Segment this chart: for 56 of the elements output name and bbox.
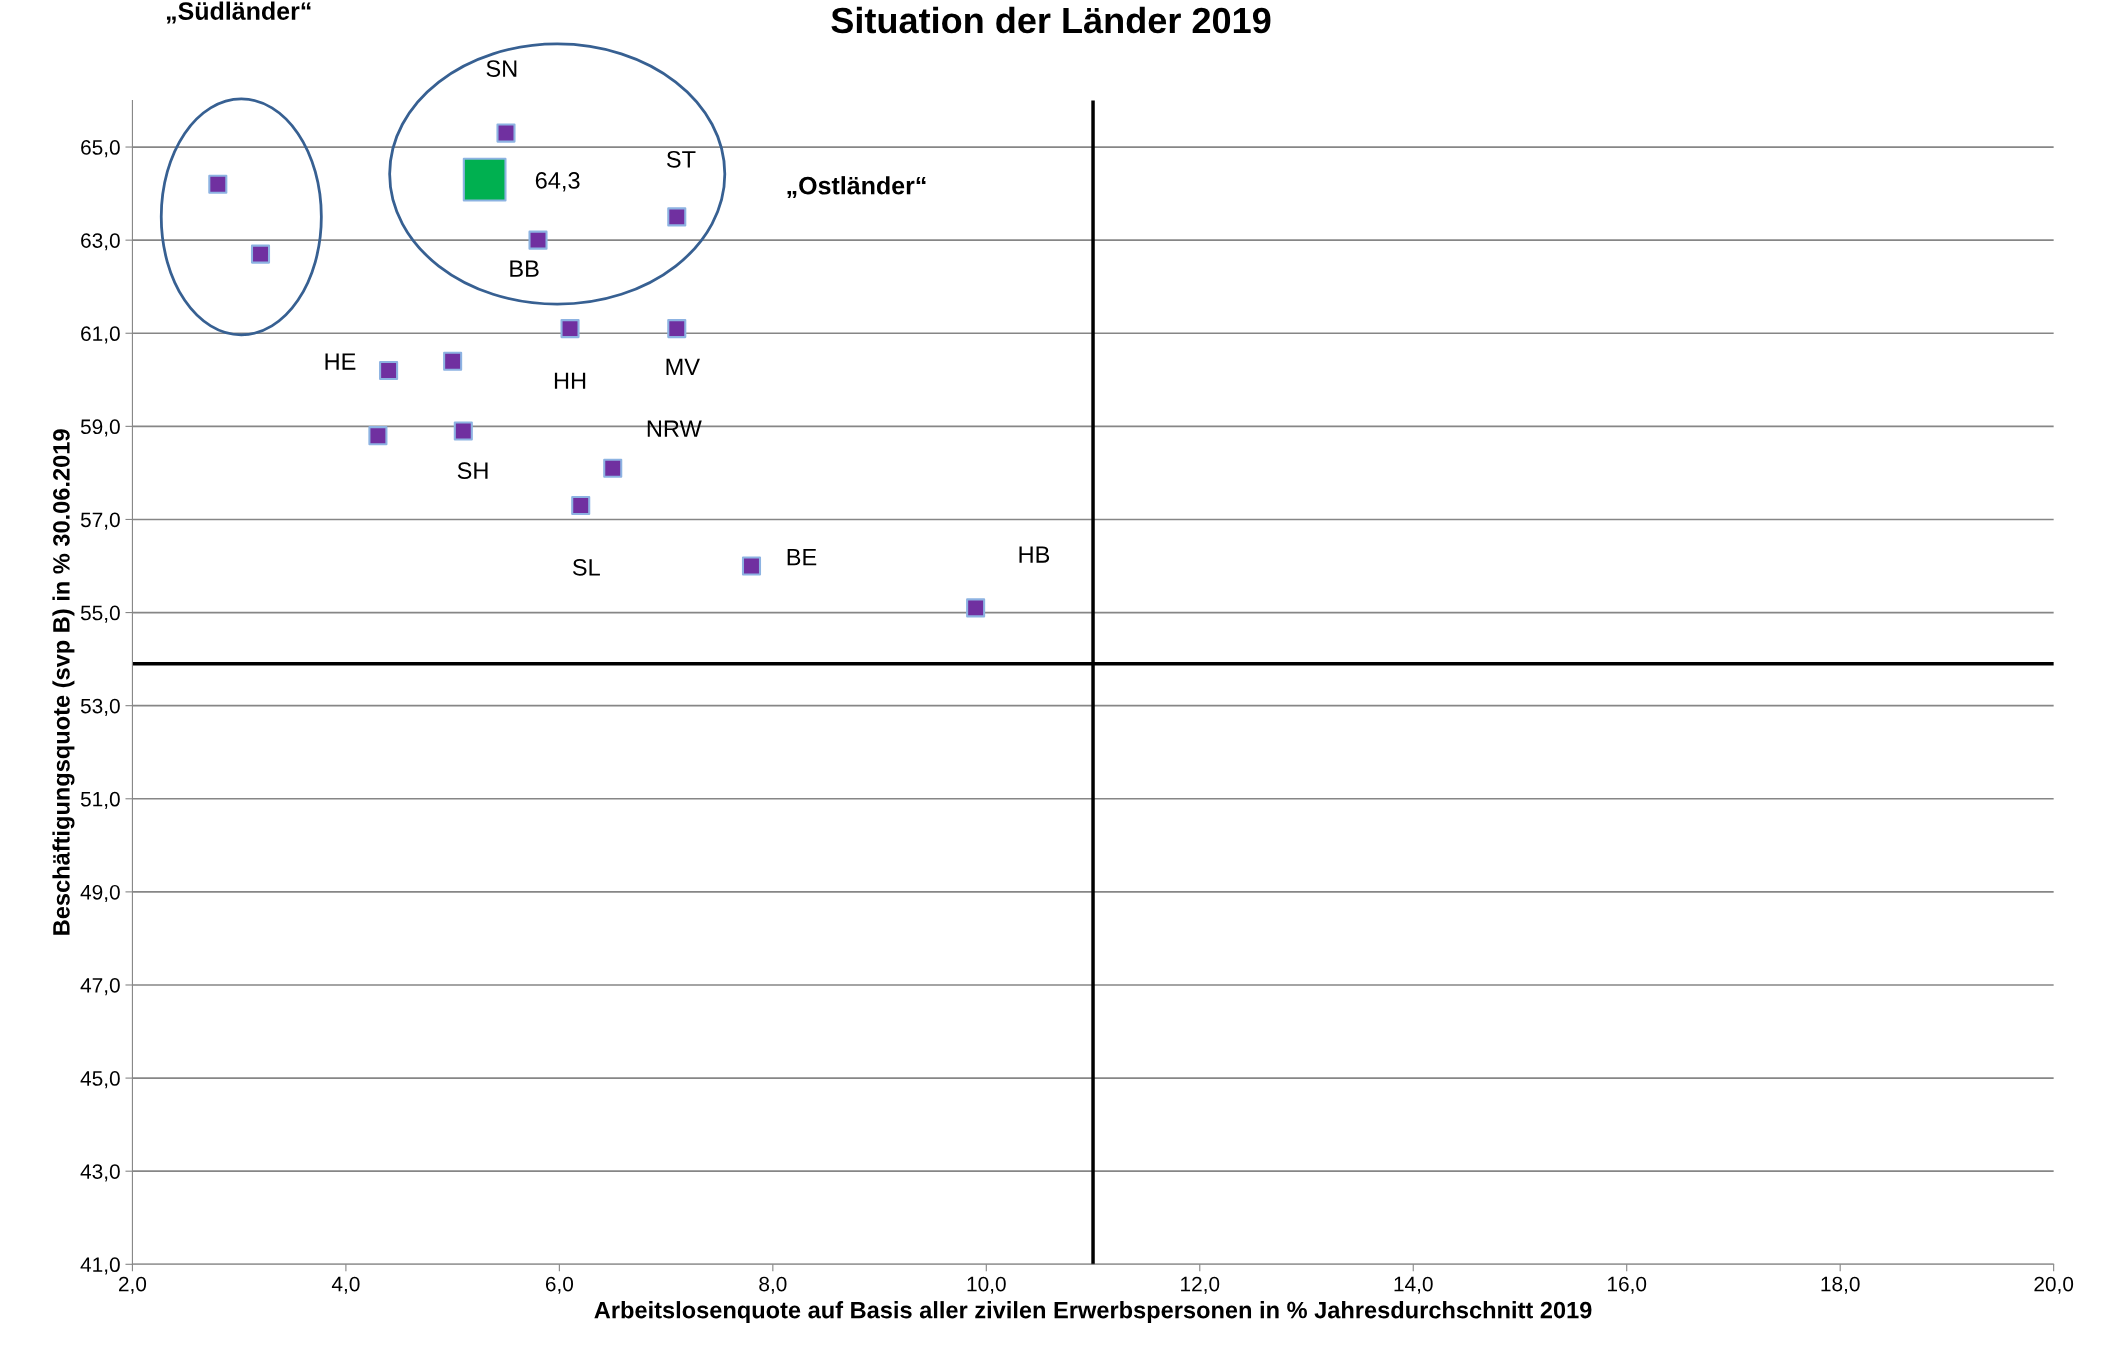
y-tick-label: 61,0 <box>81 326 120 344</box>
x-tick-label: 16,0 <box>1608 1276 1647 1294</box>
point <box>603 458 623 478</box>
annotation: BB <box>510 260 539 277</box>
y-tick-label: 59,0 <box>80 419 120 437</box>
chart-title: Situation der Länder 2019 <box>831 6 1271 34</box>
y-tick-label: 43,0 <box>80 1164 120 1182</box>
y-tick-label: 65,0 <box>81 140 120 158</box>
point <box>379 360 399 381</box>
x-tick-label: 8,0 <box>759 1276 787 1294</box>
y-tick-label: 63,0 <box>81 233 120 251</box>
point <box>528 230 548 250</box>
point <box>966 598 986 618</box>
y-tick-label: 49,0 <box>80 884 120 903</box>
x-axis-title: Arbeitslosenquote auf Basis aller zivilen Erwerbspersonen in % Jahresdurchschnitt 2019 <box>594 1301 1592 1324</box>
point <box>496 123 516 143</box>
annotation: BE <box>787 548 817 566</box>
x-tick-label: 2,0 <box>119 1276 147 1294</box>
x-tick-label: 18,0 <box>1821 1276 1860 1294</box>
y-tick-label: 41,0 <box>80 1257 120 1275</box>
point <box>462 157 507 202</box>
point <box>741 556 762 576</box>
y-tick-label: 45,0 <box>80 1071 120 1089</box>
point <box>453 421 473 441</box>
point <box>368 426 388 446</box>
x-tick-label: 6,0 <box>545 1276 574 1294</box>
point <box>560 319 580 339</box>
x-tick-label: 14,0 <box>1394 1276 1433 1294</box>
data-label: 64,3 <box>535 172 580 192</box>
text: „Südländer“ <box>166 1 311 24</box>
point <box>250 244 271 264</box>
annotation: HE <box>325 353 356 370</box>
annotation: SN <box>486 60 517 77</box>
y-axis-title: Beschäftigungsquote (svp B) in % 30.06.2019 <box>52 429 75 935</box>
point <box>443 351 463 371</box>
annotation: MV <box>666 358 700 375</box>
x-tick-label: 4,0 <box>331 1276 360 1294</box>
point <box>208 174 228 194</box>
x-tick-label: 20,0 <box>2034 1276 2074 1294</box>
y-tick-label: 55,0 <box>80 605 120 623</box>
annotation: HB <box>1019 546 1050 563</box>
annotation: NRW <box>647 420 702 437</box>
y-tick-label: 51,0 <box>80 791 120 809</box>
annotation: SL <box>572 559 600 576</box>
annotation: HH <box>554 372 586 389</box>
x-tick-label: 10,0 <box>967 1276 1006 1294</box>
point <box>667 207 687 227</box>
y-tick-label: 47,0 <box>80 977 120 996</box>
point <box>571 495 591 516</box>
annotation: SH <box>457 462 488 480</box>
y-tick-label: 53,0 <box>80 698 120 716</box>
annotation: ST <box>666 150 696 168</box>
y-tick-label: 57,0 <box>80 512 120 530</box>
point <box>667 319 687 339</box>
annotation: „Ostländer“ <box>787 176 926 199</box>
x-tick-label: 12,0 <box>1181 1276 1220 1294</box>
